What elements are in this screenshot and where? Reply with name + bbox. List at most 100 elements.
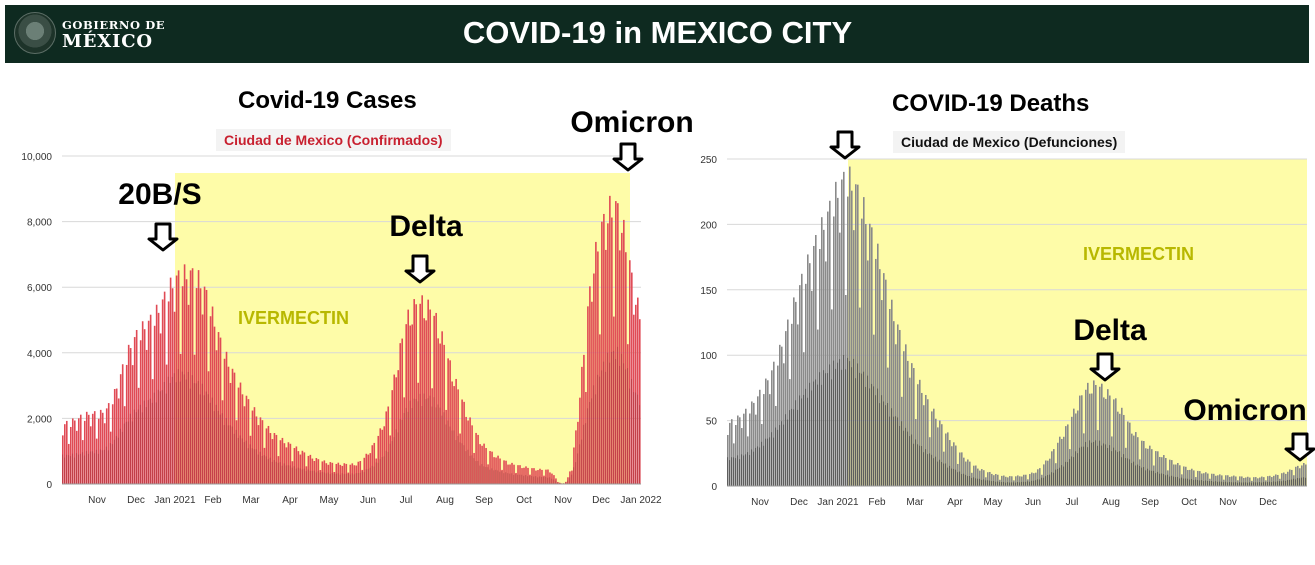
x-tick-label: Apr [947, 497, 963, 508]
bar-average [303, 468, 305, 484]
bar-average [793, 409, 795, 486]
bar-average [743, 455, 745, 486]
bar [1197, 470, 1199, 486]
bar-average [1239, 482, 1241, 486]
bar [1089, 393, 1091, 486]
bar [1093, 380, 1095, 486]
bar-average [199, 394, 201, 484]
bar-average [1295, 479, 1297, 486]
bar-average [219, 414, 221, 484]
government-emblem-icon [14, 12, 56, 54]
bar-average [835, 368, 837, 486]
bar [1245, 477, 1247, 486]
bar-average [1291, 479, 1293, 486]
bar [739, 417, 741, 486]
bar-average [971, 477, 973, 486]
bar-average [903, 430, 905, 486]
bar-average [363, 472, 365, 484]
bar-average [335, 473, 337, 484]
bar-average [521, 474, 523, 484]
bar-average [351, 473, 353, 484]
bar-average [315, 472, 317, 484]
bar [763, 394, 765, 486]
bar [989, 471, 991, 486]
bar [1243, 477, 1245, 486]
bar-average [271, 461, 273, 484]
bar-average [1039, 479, 1041, 486]
bar-average [353, 474, 355, 484]
bar [743, 413, 745, 486]
bar [253, 407, 256, 484]
bar-average [1163, 474, 1165, 486]
bar-average [533, 476, 535, 484]
bar-average [509, 473, 511, 484]
bar [387, 406, 390, 484]
bar-average [145, 407, 147, 484]
bar [1201, 473, 1203, 486]
bar [405, 324, 408, 484]
bar [591, 301, 593, 484]
bar-average [621, 353, 623, 484]
bar [1035, 472, 1037, 486]
bar-average [463, 445, 465, 484]
bar-average [1037, 479, 1039, 486]
bar-average [1005, 482, 1007, 486]
bar-average [467, 449, 469, 484]
bar [815, 235, 817, 486]
bar [155, 304, 158, 484]
bar [819, 249, 821, 486]
bar-average [97, 453, 100, 484]
bar-average [741, 454, 743, 486]
bar-average [139, 404, 141, 484]
bar-average [539, 476, 541, 484]
bar [865, 224, 867, 486]
bar-average [851, 367, 853, 486]
bar-average [967, 476, 969, 486]
bar-average [1075, 451, 1077, 486]
bar-average [1021, 481, 1023, 486]
bar [411, 324, 413, 484]
bar [1203, 473, 1205, 486]
bar-average [155, 402, 157, 484]
bar [279, 440, 282, 484]
bar-average [289, 465, 291, 484]
bar-average [789, 410, 791, 486]
bar-average [311, 470, 313, 484]
bar-average [1103, 443, 1105, 486]
bar [289, 443, 292, 484]
bar-average [337, 473, 339, 484]
bar [611, 217, 613, 484]
bar-average [753, 451, 755, 486]
bar-average [795, 400, 797, 486]
bar [359, 461, 362, 484]
bar-average [429, 395, 431, 484]
bar-average [1173, 476, 1175, 486]
bar-average [291, 467, 293, 484]
bar [1173, 464, 1175, 486]
bar-average [295, 468, 297, 484]
bar-average [1161, 473, 1163, 486]
bar [189, 270, 192, 484]
bar [827, 211, 829, 486]
x-tick-label: Jan 2021 [817, 497, 859, 508]
bar-average [1071, 456, 1073, 486]
bar-average [777, 429, 779, 486]
bar-average [807, 397, 809, 486]
bar-average [1233, 482, 1235, 486]
bar-average [493, 470, 495, 484]
bar-average [607, 352, 609, 484]
bar-average [129, 413, 131, 484]
bar [969, 461, 971, 486]
bar-average [439, 407, 441, 484]
bar-average [1085, 441, 1087, 486]
bar-average [479, 465, 481, 484]
ann-omicron: Omicron [1183, 394, 1306, 427]
bar-average [735, 458, 737, 486]
bar-average [1285, 480, 1287, 486]
bar [1117, 411, 1119, 486]
bar-average [67, 455, 70, 484]
bar [821, 217, 823, 486]
bar-average [393, 437, 395, 484]
bar-average [377, 462, 379, 484]
bar [987, 472, 989, 486]
